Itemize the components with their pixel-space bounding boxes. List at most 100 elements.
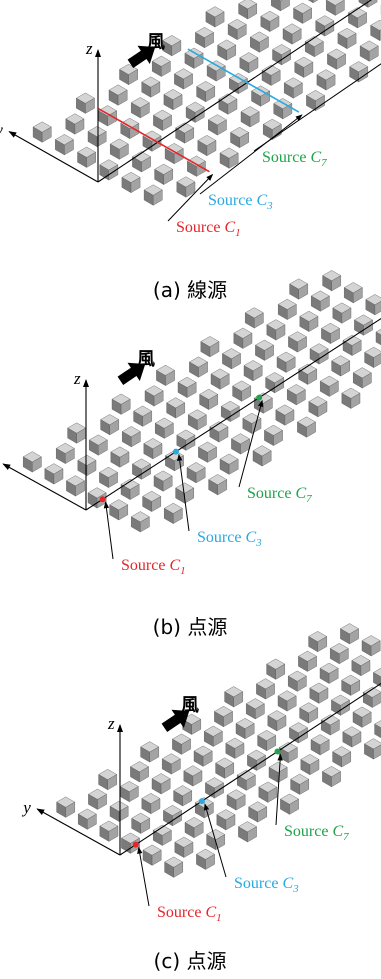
block-26-right xyxy=(340,360,350,377)
block-74-right xyxy=(162,475,173,492)
block-15-right xyxy=(242,332,253,349)
block-79-right xyxy=(108,164,119,181)
block-37-right xyxy=(248,57,259,74)
block-50-right xyxy=(117,89,128,106)
block-5-right xyxy=(307,655,317,672)
block-56-right xyxy=(140,102,150,119)
block-13-right xyxy=(330,328,340,344)
block-20-right xyxy=(286,695,297,712)
block-43-right xyxy=(288,747,298,764)
source-c3-label: Source C3 xyxy=(197,529,262,549)
x-axis-line xyxy=(97,0,372,183)
block-57-right xyxy=(131,431,141,448)
block-9-left xyxy=(307,0,314,4)
block-18-right xyxy=(351,340,362,356)
block-22-right xyxy=(324,20,335,37)
block-54-right xyxy=(218,426,229,443)
block-54-right xyxy=(107,774,118,791)
block-23-right xyxy=(373,353,381,368)
wind-label: 風 xyxy=(181,695,199,716)
block-36-right xyxy=(351,731,362,748)
block-69-right xyxy=(257,806,267,823)
block-75-right xyxy=(108,825,119,842)
block-31-right xyxy=(314,41,324,58)
wind-arrow-icon xyxy=(161,709,190,732)
block-73-right xyxy=(140,817,151,834)
axes: xyz xyxy=(21,682,381,856)
block-2-right xyxy=(353,287,363,304)
block-36-right xyxy=(336,53,346,70)
block-2-right xyxy=(370,640,381,657)
source-c3-pointer xyxy=(199,114,303,195)
block-11-right xyxy=(297,675,307,692)
block-64-right xyxy=(150,798,161,815)
block-72-right xyxy=(206,140,217,157)
block-33-right xyxy=(369,45,379,62)
block-5-right xyxy=(287,304,297,320)
block-45-right xyxy=(341,751,351,768)
block-66-right xyxy=(65,801,76,818)
source-c7-pointer xyxy=(253,63,381,152)
axes: xyz xyxy=(0,0,372,183)
block-41-right xyxy=(373,744,381,760)
block-14-top xyxy=(375,328,381,336)
block-31-right xyxy=(165,370,175,386)
block-38-right xyxy=(296,389,306,406)
block-49-right xyxy=(197,414,207,431)
z-axis-label: z xyxy=(73,369,81,388)
y-axis-line xyxy=(8,131,99,183)
block-6-right xyxy=(341,307,352,324)
block-13-right xyxy=(335,0,345,16)
source-c1-pointer xyxy=(137,846,150,907)
block-59-right xyxy=(107,110,117,127)
block-53-right xyxy=(331,771,341,788)
block-37-right xyxy=(241,385,252,402)
block-38-right xyxy=(181,738,191,755)
block-75-right xyxy=(86,151,96,168)
block-66-right xyxy=(42,126,52,143)
block-3-right xyxy=(320,295,330,312)
block-63-right xyxy=(65,448,75,464)
block-71-right xyxy=(195,467,206,484)
block-32-right xyxy=(226,44,237,61)
block-42-right xyxy=(149,746,160,763)
block-72-right xyxy=(225,814,236,831)
block-27-right xyxy=(361,711,372,728)
block-48-right xyxy=(309,759,320,776)
block-10-top xyxy=(372,667,381,678)
block-9-right xyxy=(328,667,339,684)
source-c7-pointer xyxy=(238,399,264,488)
block-62-right xyxy=(97,793,107,810)
y-axis-label: y xyxy=(21,798,31,817)
block-0-right xyxy=(349,628,359,645)
y-axis-line xyxy=(36,808,121,856)
block-33-right xyxy=(219,373,230,390)
block-74-right xyxy=(193,822,204,839)
block-44-right xyxy=(317,401,328,418)
block-65-right xyxy=(119,451,130,468)
block-45-right xyxy=(175,402,186,419)
source-c3-pointer xyxy=(177,453,190,532)
block-6-right xyxy=(360,660,371,677)
block-34-right xyxy=(281,49,291,66)
block-60-right xyxy=(98,439,108,456)
block-44-right xyxy=(183,73,193,90)
block-77-right xyxy=(162,829,172,846)
block-11-right xyxy=(280,0,290,12)
block-18-right xyxy=(233,691,244,708)
block-81-right xyxy=(130,177,141,194)
block-13-right xyxy=(350,679,360,696)
block-48-right xyxy=(142,410,153,427)
block-49-right xyxy=(205,86,216,103)
block-25-right xyxy=(291,28,302,45)
block-35-right xyxy=(213,730,223,747)
block-77-right xyxy=(129,484,140,500)
x-axis-line xyxy=(85,317,381,511)
block-80-right xyxy=(163,168,174,185)
source-c7-label: Source C7 xyxy=(262,149,327,169)
block-63-right xyxy=(235,794,246,811)
wind-label: 風 xyxy=(137,349,155,370)
wind-arrow-shape xyxy=(161,709,190,732)
block-80-right xyxy=(183,841,194,858)
